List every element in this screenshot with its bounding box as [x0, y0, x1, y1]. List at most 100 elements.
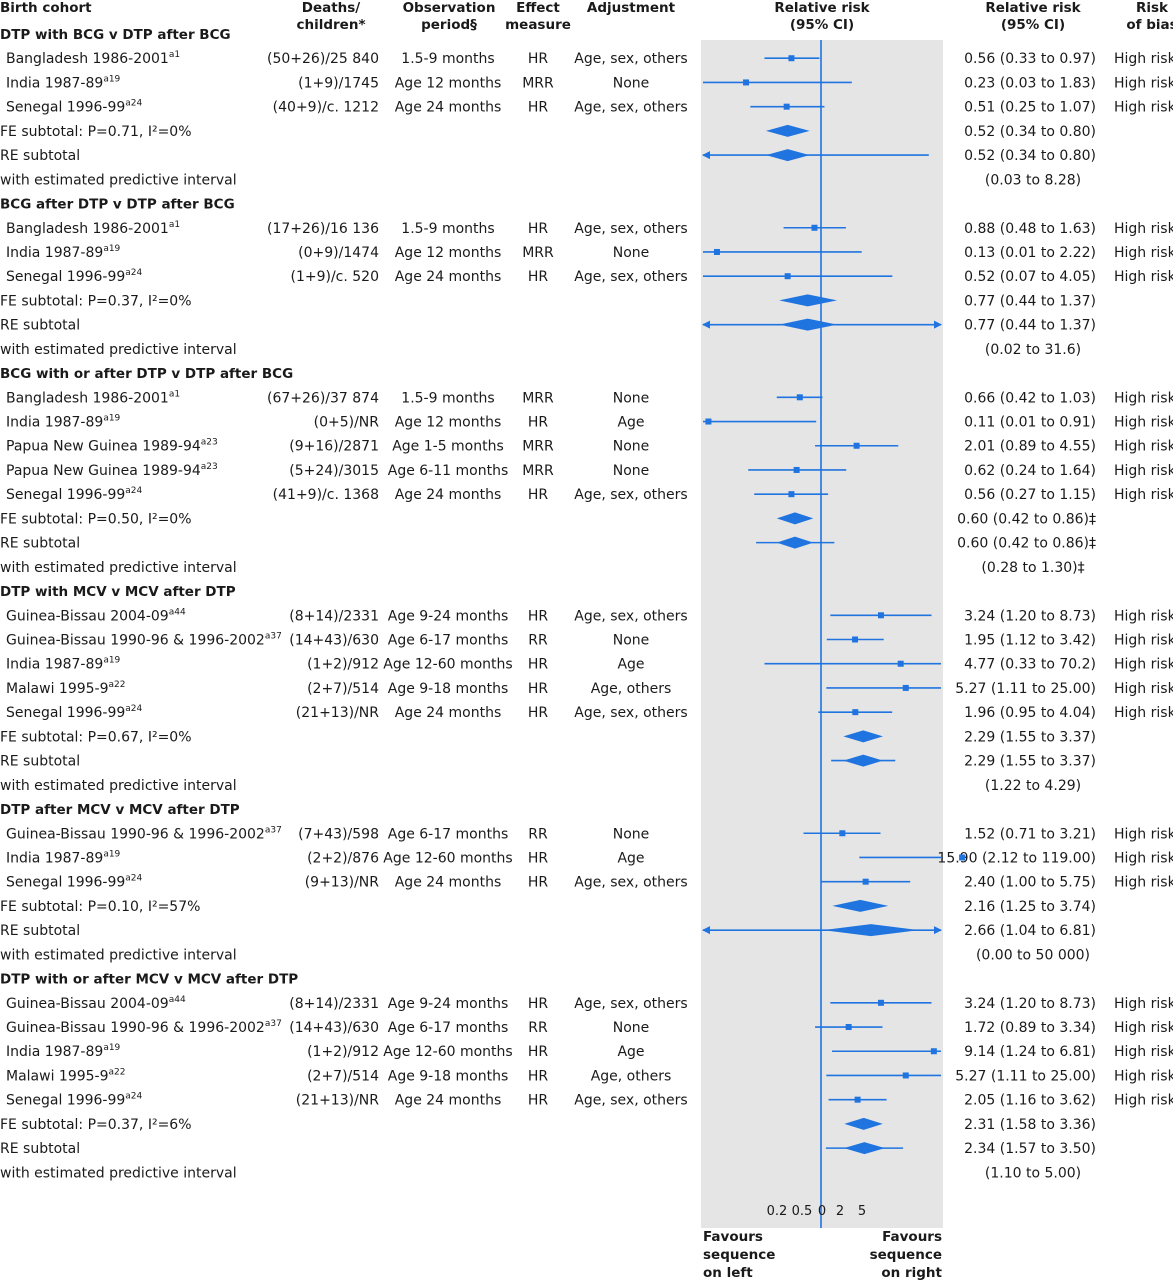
deaths-cell: (1+9)/c. 520	[290, 269, 379, 285]
bias-cell: High risk	[1114, 390, 1173, 406]
deaths-cell: (21+13)/NR	[296, 705, 379, 721]
fe-subtotal-label: FE subtotal: P=0.37, I²=6%	[0, 1117, 192, 1133]
bias-cell: High risk	[1114, 681, 1173, 697]
x-axis: 0.2 0.5 0 2 5	[767, 1204, 866, 1219]
period-cell: Age 24 months	[395, 875, 502, 891]
period-cell: Age 24 months	[395, 269, 502, 285]
ci-cell: 2.66 (1.04 to 6.81)	[964, 923, 1096, 939]
measure-cell: HR	[528, 657, 549, 673]
ci-cell: 2.31 (1.58 to 3.36)	[964, 1117, 1096, 1133]
adjustment-cell: None	[613, 463, 650, 479]
summary-diamond	[776, 536, 814, 549]
measure-cell: HR	[528, 1068, 549, 1084]
ci-cell: 1.52 (0.71 to 3.21)	[964, 826, 1096, 842]
deaths-cell: (7+43)/598	[298, 826, 379, 842]
deaths-cell: (41+9)/c. 1368	[273, 487, 379, 503]
period-cell: Age 12 months	[395, 75, 502, 91]
measure-cell: MRR	[522, 390, 554, 406]
measure-cell: HR	[528, 415, 549, 431]
study-name: Guinea-Bissau 1990-96 & 1996-2002a37	[6, 632, 282, 649]
summary-diamond	[765, 124, 810, 137]
period-cell: Age 6-17 months	[388, 826, 508, 842]
bias-cell: High risk	[1114, 633, 1173, 649]
adjustment-cell: Age, sex, others	[574, 269, 687, 285]
study-name: Papua New Guinea 1989-94a23	[6, 462, 218, 479]
adjustment-cell: None	[613, 245, 650, 261]
ci-cell: 0.52 (0.34 to 0.80)	[964, 148, 1096, 164]
adjustment-cell: None	[613, 826, 650, 842]
study-name: Malawi 1995-9a22	[6, 680, 125, 697]
study-name: Guinea-Bissau 1990-96 & 1996-2002a37	[6, 1019, 282, 1036]
measure-cell: HR	[528, 221, 549, 237]
bias-cell: High risk	[1114, 75, 1173, 91]
study-name: Senegal 1996-99a24	[6, 99, 143, 116]
re-subtotal-label: RE subtotal	[0, 1141, 80, 1157]
header-bias: Risk	[1136, 0, 1169, 16]
plot-background	[701, 40, 943, 1228]
summary-diamond	[779, 318, 838, 331]
measure-cell: MRR	[522, 245, 554, 261]
period-cell: Age 24 months	[395, 487, 502, 503]
summary-diamond	[844, 1117, 883, 1130]
measure-cell: HR	[528, 996, 549, 1012]
period-cell: Age 9-24 months	[388, 608, 508, 624]
point-estimate	[784, 273, 791, 280]
arrow-left-icon	[702, 926, 710, 935]
bias-cell: High risk	[1114, 705, 1173, 721]
point-estimate	[788, 55, 795, 62]
bias-cell: High risk	[1114, 269, 1173, 285]
period-cell: Age 1-5 months	[392, 439, 504, 455]
deaths-cell: (9+16)/2871	[289, 439, 379, 455]
adjustment-cell: Age, sex, others	[574, 1093, 687, 1109]
deaths-cell: (0+5)/NR	[314, 415, 380, 431]
study-name: Malawi 1995-9a22	[6, 1067, 125, 1084]
point-estimate	[788, 491, 795, 498]
plot-marks	[702, 40, 966, 1228]
fe-subtotal-label: FE subtotal: P=0.71, I²=0%	[0, 124, 192, 140]
study-name: India 1987-89a19	[6, 244, 121, 261]
measure-cell: RR	[528, 826, 548, 842]
period-cell: Age 12-60 months	[383, 850, 512, 866]
fe-subtotal-label: FE subtotal: P=0.50, I²=0%	[0, 511, 192, 527]
study-name: India 1987-89a19	[6, 414, 121, 431]
summary-diamond	[823, 924, 919, 937]
study-name: Senegal 1996-99a24	[6, 486, 143, 503]
ci-cell: 0.13 (0.01 to 2.22)	[964, 245, 1096, 261]
summary-diamond	[779, 294, 838, 307]
measure-cell: HR	[528, 681, 549, 697]
header-observation: Observation	[403, 0, 496, 16]
point-estimate	[811, 224, 818, 231]
adjustment-cell: None	[613, 633, 650, 649]
ci-cell: 1.72 (0.89 to 3.34)	[964, 1020, 1096, 1036]
table-rows: DTP with BCG v DTP after BCG Bangladesh 1…	[0, 27, 1173, 1181]
point-estimate	[930, 1048, 937, 1055]
point-estimate	[959, 854, 966, 861]
summary-diamond	[843, 754, 883, 767]
study-name: India 1987-89a19	[6, 656, 121, 673]
x-tick-label: 2	[836, 1204, 844, 1219]
deaths-cell: (1+9)/1745	[298, 75, 379, 91]
period-cell: Age 6-17 months	[388, 1020, 508, 1036]
ci-cell: 9.14 (1.24 to 6.81)	[964, 1044, 1096, 1060]
point-estimate	[852, 636, 859, 643]
adjustment-cell: None	[613, 1020, 650, 1036]
predictive-interval-cell: (0.00 to 50 000)	[976, 947, 1090, 963]
bias-cell: High risk	[1114, 1020, 1173, 1036]
predictive-interval-cell: (1.10 to 5.00)	[985, 1165, 1081, 1181]
ci-cell: 4.77 (0.33 to 70.2)	[964, 657, 1096, 673]
fe-subtotal-label: FE subtotal: P=0.67, I²=0%	[0, 729, 192, 745]
measure-cell: MRR	[522, 75, 554, 91]
adjustment-cell: Age, sex, others	[574, 875, 687, 891]
ci-cell: 0.62 (0.24 to 1.64)	[964, 463, 1096, 479]
summary-diamond	[844, 1142, 885, 1155]
period-cell: Age 24 months	[395, 100, 502, 116]
deaths-cell: (67+26)/37 874	[267, 390, 379, 406]
section-title: DTP after MCV v MCV after DTP	[0, 802, 240, 818]
bias-cell: High risk	[1114, 245, 1173, 261]
period-cell: Age 12-60 months	[383, 657, 512, 673]
period-cell: 1.5-9 months	[401, 221, 494, 237]
measure-cell: MRR	[522, 439, 554, 455]
adjustment-cell: Age, sex, others	[574, 487, 687, 503]
deaths-cell: (50+26)/25 840	[267, 51, 379, 67]
ci-cell: 1.95 (1.12 to 3.42)	[964, 633, 1096, 649]
